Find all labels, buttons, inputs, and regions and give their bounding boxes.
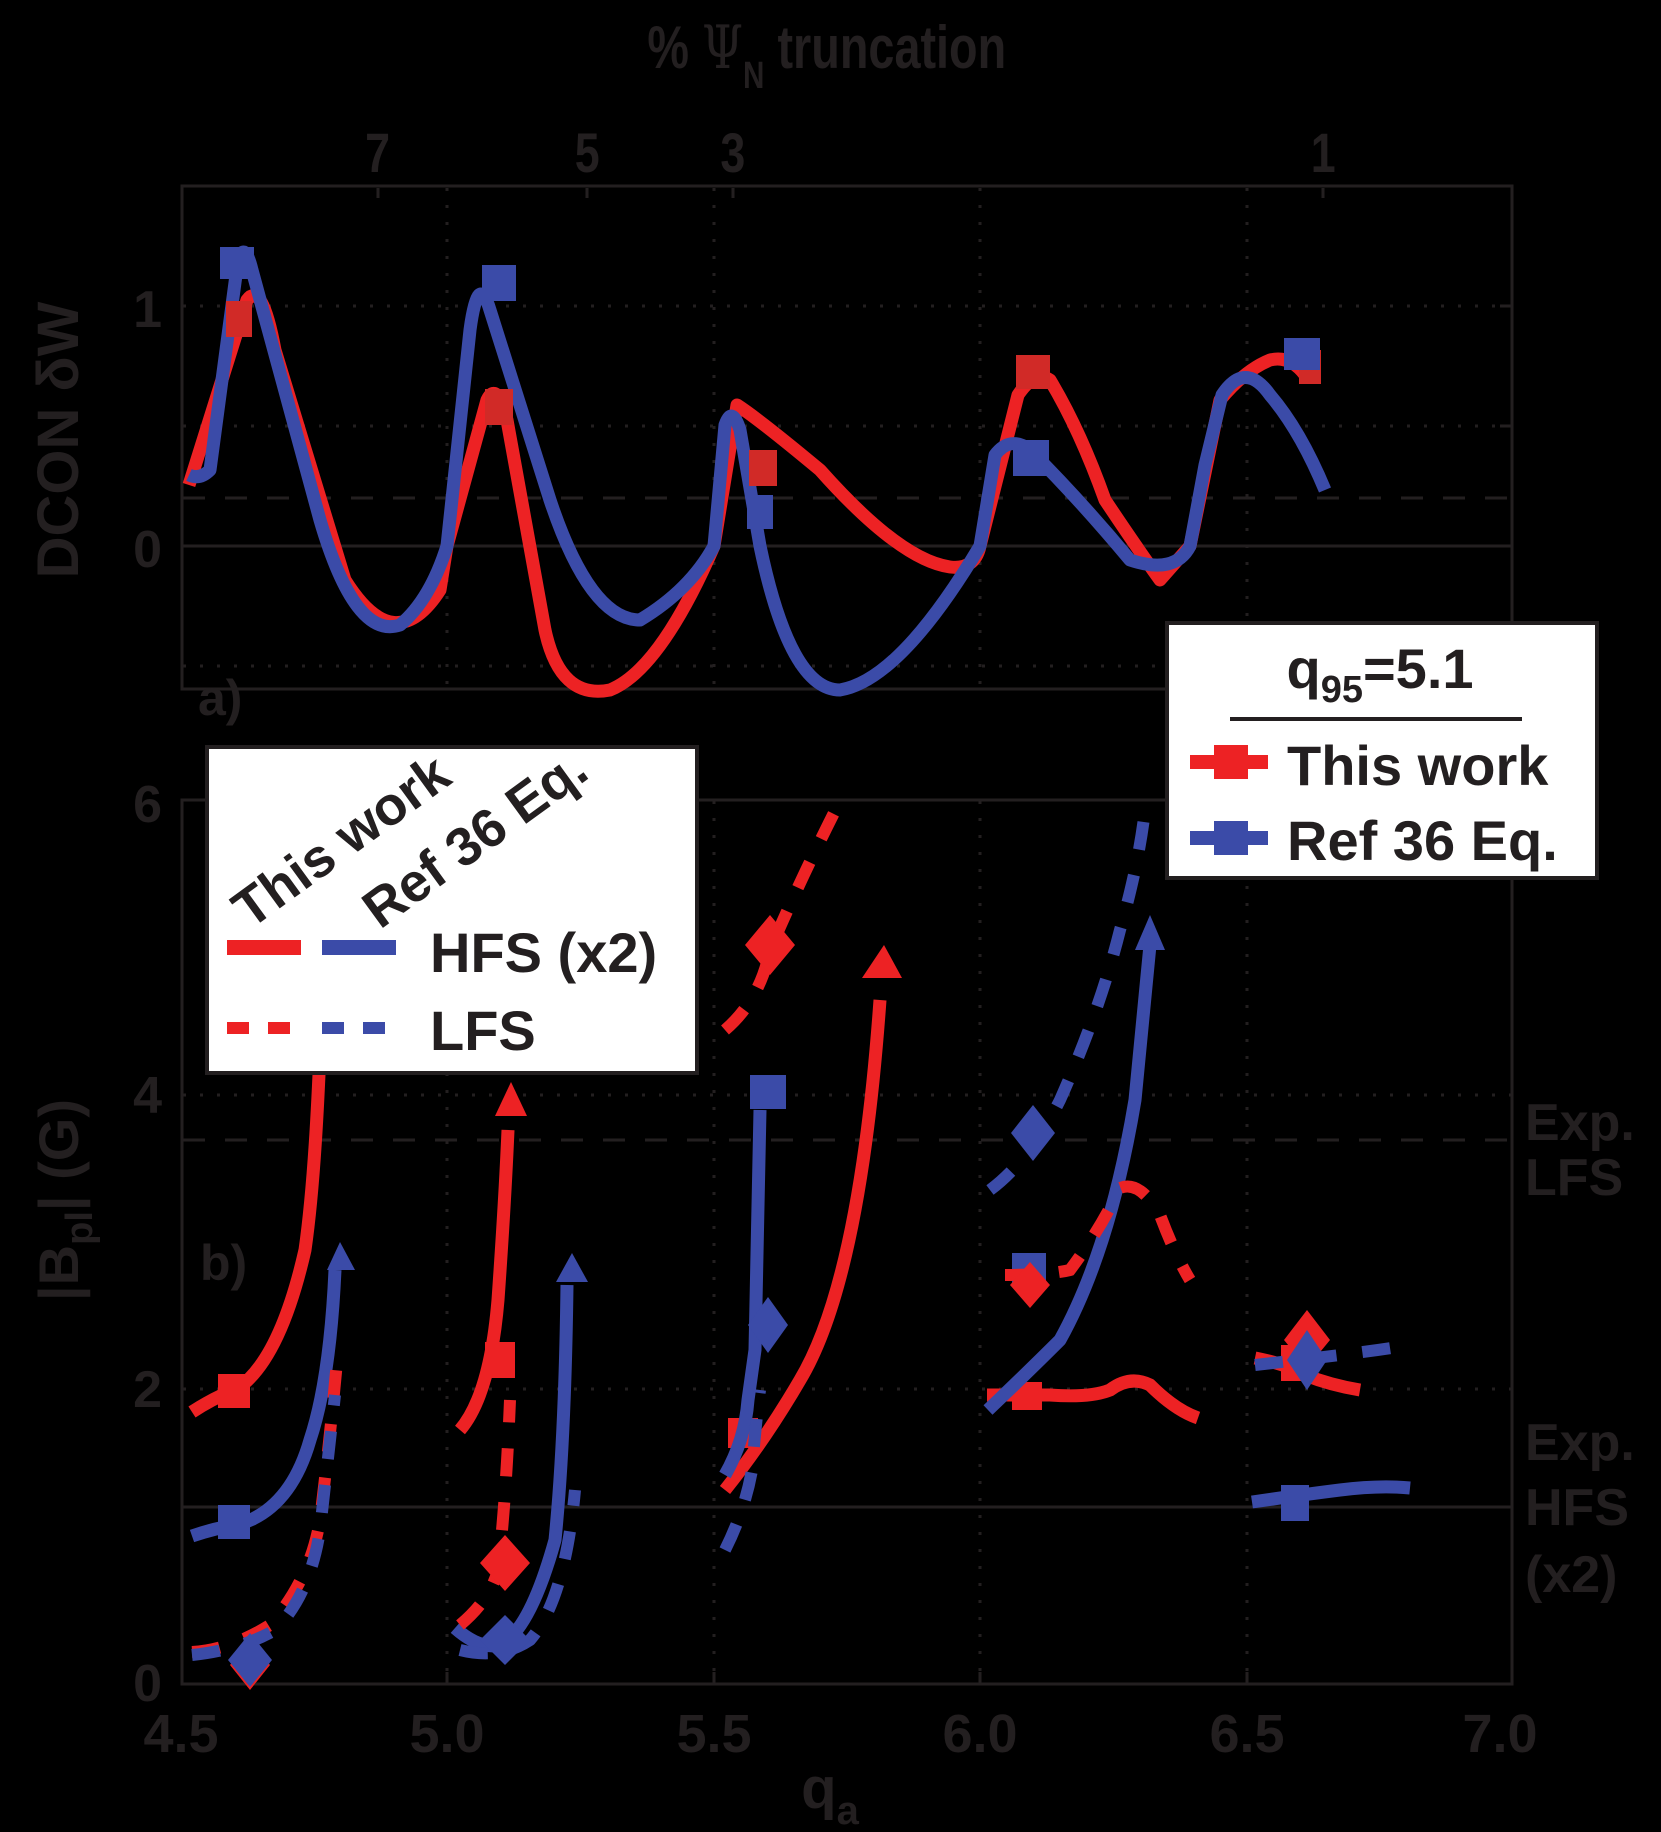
- xtick-6.0: 6.0: [942, 1704, 1017, 1764]
- legend-a-ref36-label: Ref 36 Eq.: [1287, 809, 1558, 872]
- panel-a-this-work-markers: [226, 301, 1321, 486]
- legend-b-hfs-blue-swatch: [322, 940, 396, 955]
- x-axis-ticks: 4.5 5.0 5.5 6.0 6.5 7.0: [143, 1704, 1537, 1764]
- exp-hfs-annotation: Exp. HFS (x2): [1525, 1414, 1635, 1604]
- xtick-7.0: 7.0: [1462, 1704, 1537, 1764]
- legend-b-hfs-red-swatch: [227, 940, 301, 955]
- panel-b-ytick-2: 2: [133, 1361, 162, 1419]
- panel-a-this-work-curve: [182, 289, 1311, 698]
- panel-b-ref36-arrows: [327, 915, 1165, 1282]
- top-tick-5: 5: [575, 121, 600, 184]
- legend-b-lfs-label: LFS: [430, 999, 536, 1062]
- panel-a-y-ticks: 1 0: [133, 281, 162, 579]
- panel-a-ytick-0: 0: [133, 521, 162, 579]
- x-axis-label: qa: [801, 1756, 859, 1832]
- panel-b-ref36-lfs-markers: [228, 1105, 1327, 1687]
- svg-text:Exp.: Exp.: [1525, 1094, 1635, 1152]
- panel-b-ytick-0: 0: [133, 1655, 162, 1713]
- svg-text:LFS: LFS: [1525, 1149, 1623, 1207]
- xtick-6.5: 6.5: [1209, 1704, 1284, 1764]
- exp-lfs-annotation: Exp. LFS: [1525, 1094, 1635, 1207]
- top-tick-3: 3: [720, 121, 745, 184]
- panel-a-ref36-curve: [186, 245, 1331, 697]
- panel-b-y-ticks: 6 4 2 0: [133, 776, 162, 1713]
- panel-b-grid: [183, 801, 1511, 1683]
- legend-a-title: q95=5.1: [1286, 637, 1473, 711]
- bottom-axis-tick-marks: [445, 1672, 1249, 1684]
- panel-b-ylabel: |Bpl| (G): [27, 1099, 101, 1301]
- top-tick-1: 1: [1311, 121, 1336, 184]
- svg-text:HFS: HFS: [1525, 1479, 1629, 1537]
- panel-a-ylabel: DCON δW: [26, 301, 91, 578]
- panel-b-tag: b): [200, 1235, 247, 1291]
- legend-a-ref36-swatch: [1190, 821, 1268, 855]
- panel-a: 1 0 DCON δW a): [26, 184, 1514, 726]
- xtick-5.5: 5.5: [676, 1704, 751, 1764]
- top-axis-title: % ΨN truncation: [647, 12, 1006, 101]
- legend-panel-a: q95=5.1 This work Ref 36 Eq.: [1165, 621, 1599, 880]
- legend-a-this-work-label: This work: [1287, 734, 1549, 797]
- svg-text:(x2): (x2): [1525, 1546, 1617, 1604]
- legend-panel-b: This work Ref 36 Eq. HFS (x2) LFS: [205, 738, 699, 1075]
- top-axis-ticks: 7 5 3 1: [365, 121, 1336, 184]
- panel-a-ref36-markers: [220, 247, 1320, 529]
- panel-b-ytick-4: 4: [133, 1067, 162, 1125]
- top-tick-7: 7: [365, 121, 390, 184]
- panel-b: 6 4 2 0 |Bpl| (G) b) Exp. LFS Exp. HFS (…: [27, 776, 1635, 1713]
- legend-b-lfs-swatches: [227, 1022, 385, 1034]
- xtick-4.5: 4.5: [143, 1704, 218, 1764]
- svg-text:Exp.: Exp.: [1525, 1414, 1635, 1472]
- panel-b-frame: [180, 798, 1514, 1686]
- xtick-5.0: 5.0: [409, 1704, 484, 1764]
- panel-a-ytick-1: 1: [133, 281, 162, 339]
- top-axis-tick-marks: [376, 188, 1511, 428]
- panel-b-this-work-arrows: [495, 945, 902, 1116]
- legend-a-this-work-swatch: [1190, 745, 1268, 779]
- legend-b-hfs-label: HFS (x2): [430, 921, 657, 984]
- panel-a-tag: a): [198, 670, 242, 726]
- panel-b-ytick-6: 6: [133, 776, 162, 834]
